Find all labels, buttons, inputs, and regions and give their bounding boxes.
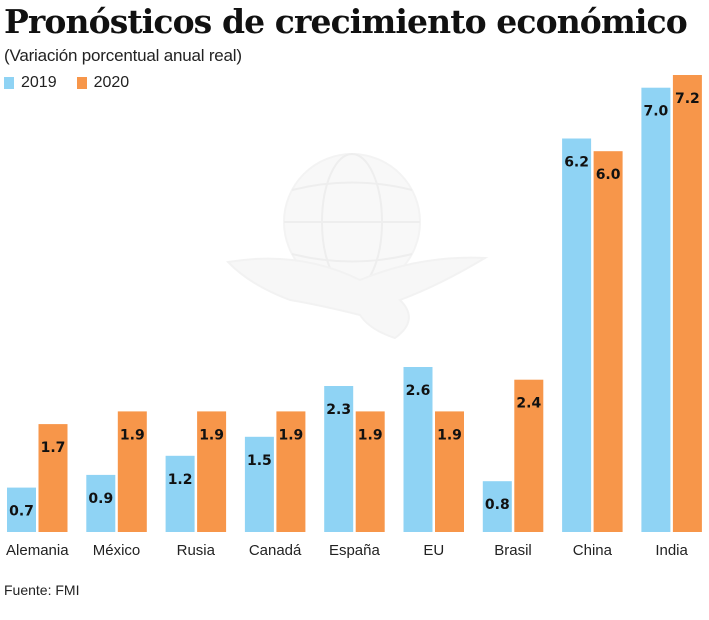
legend-item-2019: 2019: [4, 74, 57, 92]
bar-2020-china: [593, 151, 623, 532]
data-label-2020-españa: 1.9: [358, 427, 383, 443]
data-label-2019-brasil: 0.8: [485, 497, 510, 513]
data-label-2019-eu: 2.6: [406, 383, 431, 399]
data-label-2020-méxico: 1.9: [120, 427, 145, 443]
bar-2019-brasil: [482, 481, 512, 532]
bar-2019-india: [641, 87, 671, 532]
source-note: Fuente: FMI: [4, 582, 80, 598]
bar-2020-brasil: [514, 379, 544, 532]
category-label-india: India: [655, 542, 688, 559]
category-label-china: China: [573, 542, 613, 559]
data-label-2020-brasil: 2.4: [516, 396, 541, 412]
data-label-2019-china: 6.2: [564, 155, 589, 171]
legend-label-2020: 2020: [93, 74, 130, 91]
data-label-2019-india: 7.0: [643, 104, 668, 120]
data-label-2020-alemania: 1.7: [41, 440, 66, 456]
data-label-2020-rusia: 1.9: [199, 427, 224, 443]
data-label-2020-china: 6.0: [596, 167, 621, 183]
category-label-españa: España: [329, 542, 381, 559]
data-label-2019-méxico: 0.9: [88, 491, 113, 507]
legend-swatch-2020: [76, 77, 87, 89]
data-label-2019-alemania: 0.7: [9, 504, 34, 520]
data-label-2019-rusia: 1.2: [168, 472, 193, 488]
category-label-brasil: Brasil: [494, 542, 532, 559]
data-label-2020-india: 7.2: [675, 91, 700, 107]
bar-2019-alemania: [7, 487, 36, 532]
chart-title: Pronósticos de crecimiento económico: [4, 2, 688, 41]
bar-2020-españa: [355, 411, 385, 532]
data-label-2019-canadá: 1.5: [247, 453, 272, 469]
chart-subtitle: (Variación porcentual anual real): [4, 46, 242, 65]
bar-2019-eu: [403, 367, 433, 532]
data-label-2020-canadá: 1.9: [278, 427, 303, 443]
data-label-2020-eu: 1.9: [437, 427, 462, 443]
bar-2020-rusia: [197, 411, 227, 532]
bar-2019-méxico: [86, 474, 116, 532]
bar-2020-méxico: [117, 411, 147, 532]
category-label-méxico: México: [93, 542, 141, 559]
bar-2019-canadá: [244, 436, 274, 532]
category-label-alemania: Alemania: [6, 542, 69, 559]
bar-2019-china: [562, 138, 592, 532]
category-label-rusia: Rusia: [177, 542, 216, 559]
bar-2020-canadá: [276, 411, 306, 532]
category-label-canadá: Canadá: [249, 542, 302, 559]
category-label-eu: EU: [423, 542, 444, 559]
globe-eagle-watermark-icon: [225, 153, 489, 340]
bar-2020-alemania: [38, 424, 68, 532]
legend-label-2019: 2019: [21, 74, 57, 91]
bar-2019-rusia: [165, 455, 195, 532]
bar-2020-eu: [435, 411, 464, 532]
bar-2019-españa: [324, 386, 354, 532]
bar-2020-india: [672, 75, 702, 532]
legend-swatch-2019: [4, 77, 14, 89]
data-label-2019-españa: 2.3: [326, 402, 351, 418]
legend-item-2020: 2020: [76, 74, 130, 92]
legend: 2019 2020: [4, 74, 149, 92]
